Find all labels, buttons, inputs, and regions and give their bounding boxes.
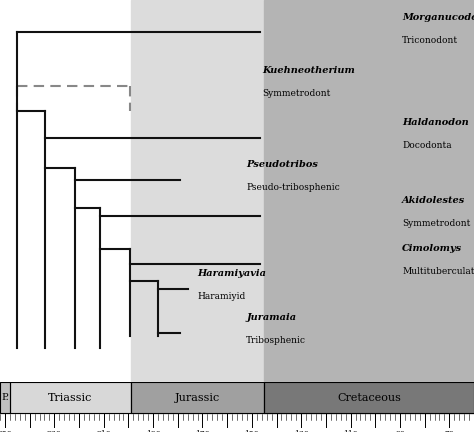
Text: 150: 150 (245, 430, 259, 432)
Text: 190: 190 (146, 430, 160, 432)
Bar (0, 382, 10, 413)
Text: 130: 130 (294, 430, 309, 432)
Bar (0, 382, 10, 413)
Bar (131, 382, 264, 413)
Text: 70: 70 (445, 430, 454, 432)
Bar (264, 0, 474, 382)
Text: Akidolestes: Akidolestes (402, 196, 465, 205)
Text: Pseudo-tribosphenic: Pseudo-tribosphenic (246, 183, 340, 192)
Text: Tribosphenic: Tribosphenic (246, 336, 306, 345)
Text: 90: 90 (395, 430, 405, 432)
Text: Multituberculate: Multituberculate (402, 267, 474, 276)
Text: 210: 210 (96, 430, 111, 432)
Text: Triconodont: Triconodont (402, 36, 458, 44)
Text: Triassic: Triassic (48, 393, 92, 403)
Text: Jurassic: Jurassic (175, 393, 220, 403)
Text: 250: 250 (0, 430, 12, 432)
Text: 170: 170 (195, 430, 210, 432)
Text: Cimolomys: Cimolomys (402, 244, 462, 253)
Text: Juramaia: Juramaia (246, 313, 296, 322)
Bar (131, 0, 264, 382)
Bar (131, 382, 264, 413)
Text: Haldanodon: Haldanodon (402, 118, 469, 127)
Text: Docodonta: Docodonta (402, 141, 452, 150)
Bar (264, 382, 474, 413)
Text: Pseudotribos: Pseudotribos (246, 160, 318, 169)
Text: Haramiyavia: Haramiyavia (198, 269, 266, 278)
Text: 230: 230 (47, 430, 62, 432)
Text: Symmetrodont: Symmetrodont (402, 219, 471, 228)
Text: Symmetrodont: Symmetrodont (263, 89, 331, 98)
Text: Haramiyid: Haramiyid (198, 292, 246, 301)
Bar (10, 382, 131, 413)
Text: Cretaceous: Cretaceous (337, 393, 401, 403)
Text: 110: 110 (343, 430, 358, 432)
Text: Morganucodon: Morganucodon (402, 13, 474, 22)
Text: Kuehneotherium: Kuehneotherium (263, 67, 356, 75)
Text: P.: P. (1, 393, 9, 402)
Bar (10, 382, 131, 413)
Bar (264, 382, 474, 413)
